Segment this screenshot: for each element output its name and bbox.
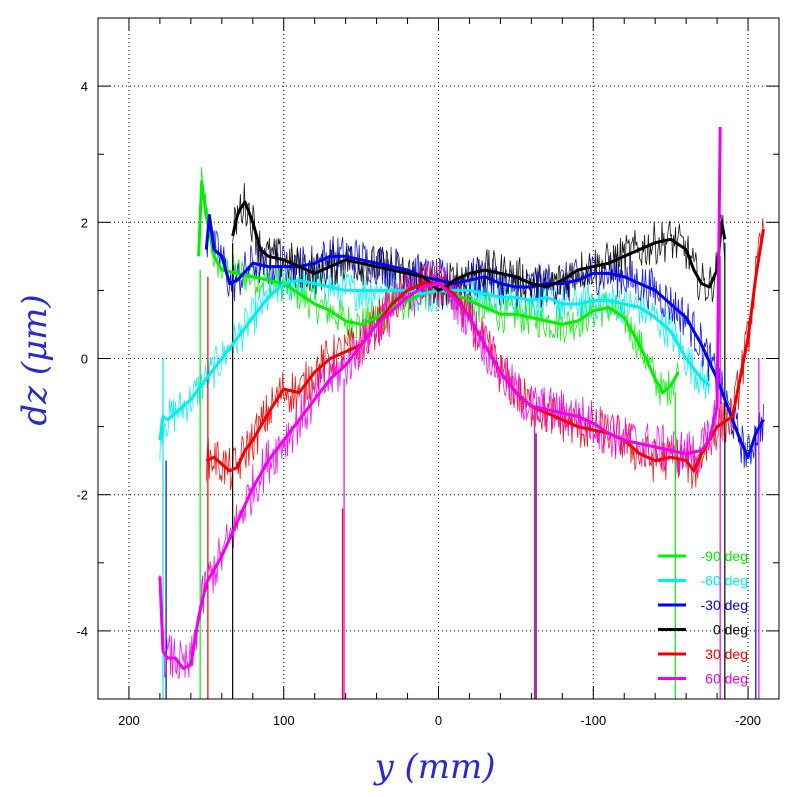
legend-label-p60: 60 deg — [705, 671, 748, 687]
x-tick-label: 200 — [118, 713, 140, 728]
x-axis-title: y (mm) — [372, 747, 495, 787]
series-line-p60 — [158, 126, 722, 670]
y-tick-label: 2 — [81, 215, 88, 230]
y-axis-title: dz (μm) — [15, 294, 55, 425]
legend-label-m60: -60 deg — [701, 573, 748, 589]
legend-label-p30: 30 deg — [705, 646, 748, 662]
axis-ticks — [97, 17, 780, 700]
x-tick-label: 0 — [435, 713, 442, 728]
legend-label-m30: -30 deg — [701, 597, 748, 613]
tick-labels: 200 100 0 -100 -200 -4 -2 0 2 4 — [76, 79, 761, 728]
y-tick-label: -2 — [76, 488, 88, 503]
raw-noise-layer — [159, 128, 764, 679]
legend-label-m90: -90 deg — [701, 548, 748, 564]
grid — [98, 18, 779, 699]
series-line-p0 — [231, 200, 727, 292]
y-tick-label: -4 — [76, 624, 88, 639]
legend-label-p0: 0 deg — [713, 622, 748, 638]
smooth-series-layer — [158, 126, 765, 670]
y-tick-label: 4 — [81, 79, 88, 94]
x-tick-label: -200 — [735, 713, 761, 728]
series-line-m30 — [204, 214, 765, 459]
y-tick-label: 0 — [81, 352, 88, 367]
x-tick-label: -100 — [580, 713, 606, 728]
series-raw-p60 — [159, 128, 721, 679]
x-tick-label: 100 — [273, 713, 295, 728]
series-raw-p0 — [232, 183, 726, 310]
series-line-m60 — [158, 278, 711, 441]
series-raw-m30 — [205, 228, 764, 468]
legend: -90 deg -60 deg -30 deg 0 deg 30 deg 60 deg — [658, 548, 748, 687]
